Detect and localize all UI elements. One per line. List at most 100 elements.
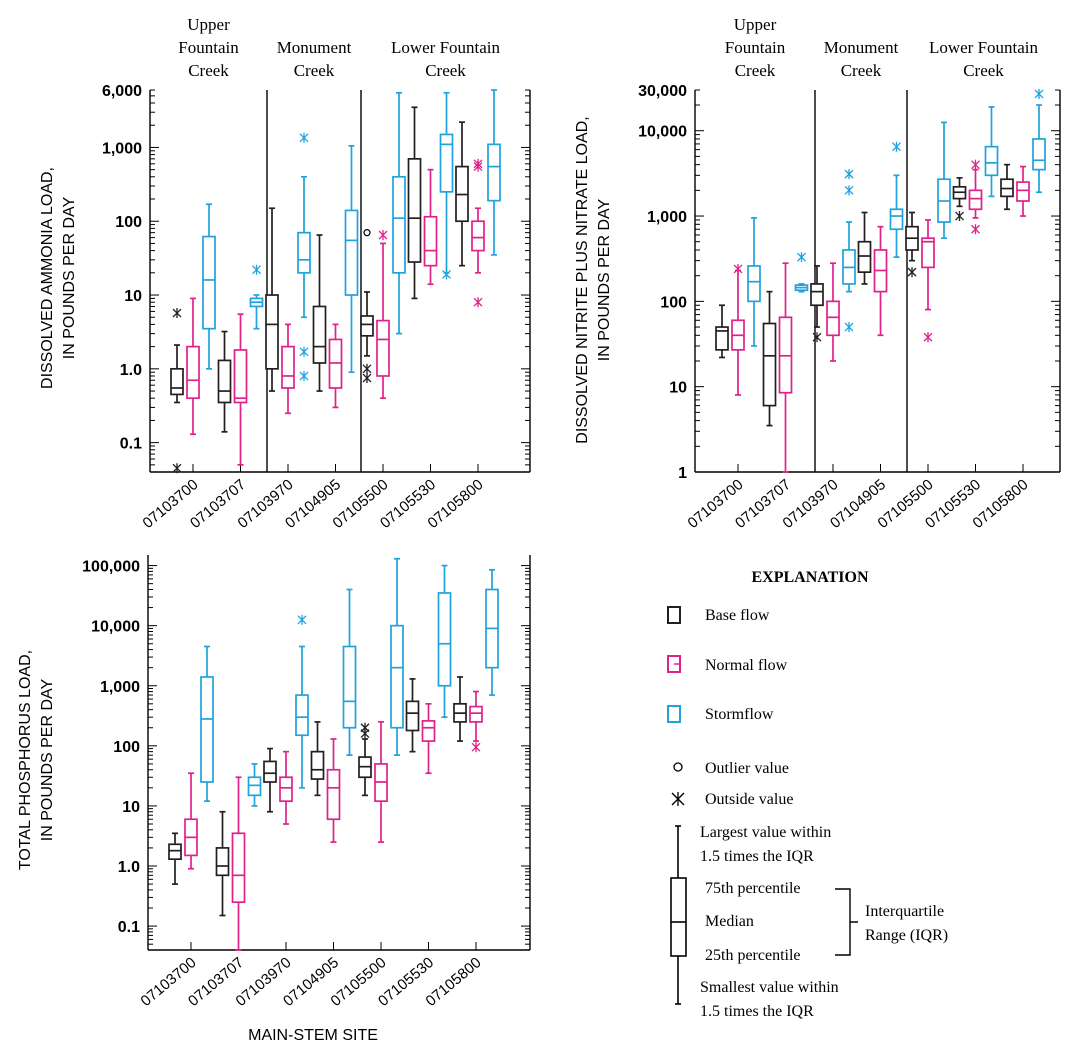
- nitrate-box-07103707-storm: [794, 252, 809, 293]
- nitrate-box-07105800-storm: [1032, 88, 1046, 194]
- outside-value: [844, 169, 854, 180]
- phosphorus-ylabel-line2: IN POUNDS PER DAY: [39, 678, 56, 841]
- outside-value: [473, 297, 483, 308]
- ammonia-y-tick-label: 1,000: [102, 140, 142, 157]
- iqr-box: [921, 237, 935, 269]
- phosphorus-y-tick-label: 1,000: [100, 679, 140, 696]
- phosphorus-ylabel-line1: TOTAL PHOSPHORUS LOAD,: [17, 650, 34, 870]
- iqr-box: [1016, 181, 1030, 202]
- ammonia-box-07105530-normal: [423, 168, 438, 286]
- iqr-box: [857, 240, 872, 273]
- legend-normal-flow: Normal flow: [705, 657, 788, 674]
- ammonia-group-header: Creek: [425, 61, 466, 80]
- nitrate-box-07105530-normal: [968, 159, 983, 235]
- iqr-box: [310, 750, 325, 780]
- nitrate-y-tick-label: 10: [669, 380, 687, 397]
- iqr-box: [200, 676, 214, 783]
- phosphorus-box-07105530-base: [405, 678, 420, 753]
- iqr-box: [312, 305, 327, 364]
- phosphorus-y-tick-label: 10: [122, 799, 140, 816]
- ammonia-y-tick-label: 1.0: [120, 362, 142, 379]
- legend-smallest-line2: 1.5 times the IQR: [700, 1003, 814, 1020]
- nitrate-box-07105500-storm: [937, 121, 951, 240]
- phosphorus-box-07103707-base: [215, 810, 230, 917]
- iqr-box: [263, 760, 277, 783]
- iqr-box: [889, 208, 904, 231]
- iqr-box: [247, 776, 262, 797]
- iqr-box: [747, 265, 761, 303]
- iqr-box: [297, 231, 311, 274]
- nitrate-box-07103970-storm: [842, 169, 856, 333]
- ammonia-y-tick-label: 0.1: [120, 436, 142, 453]
- phosphorus-box-07104905-storm: [342, 588, 357, 756]
- ammonia-group-header: Monument: [277, 38, 352, 57]
- iqr-box: [233, 349, 248, 404]
- nitrate-group-header: Lower Fountain: [929, 38, 1039, 57]
- legend-largest-line2: 1.5 times the IQR: [700, 848, 814, 865]
- phosphorus-box-07105800-normal: [469, 690, 483, 753]
- nitrate-box-07103970-normal: [826, 262, 840, 362]
- ammonia-box-07103700-normal: [186, 297, 200, 436]
- ammonia-box-07104905-normal: [328, 323, 343, 409]
- explanation-title: EXPLANATION: [751, 569, 868, 586]
- iqr-box: [487, 143, 501, 202]
- outside-value: [844, 185, 854, 196]
- phosphorus-y-tick-label: 1.0: [118, 859, 140, 876]
- nitrate-box-07105500-normal: [921, 219, 935, 343]
- iqr-box: [421, 720, 436, 742]
- ammonia-box-07105800-base: [455, 121, 469, 267]
- iqr-box: [469, 705, 483, 723]
- iqr-box: [326, 768, 341, 821]
- nitrate-y-tick-label: 30,000: [638, 83, 687, 100]
- outside-value: [971, 159, 980, 170]
- iqr-box: [984, 145, 999, 177]
- iqr-box: [215, 847, 230, 877]
- nitrate-group-header: Creek: [735, 61, 776, 80]
- phosphorus-box-07103700-normal: [184, 772, 198, 870]
- phosphorus-box-07104905-base: [310, 721, 325, 797]
- outside-symbol: [671, 792, 685, 806]
- legend-stormflow: Stormflow: [705, 706, 774, 723]
- legend-median: Median: [705, 913, 754, 930]
- outside-value: [733, 263, 743, 274]
- legend-base-flow: Base flow: [705, 607, 770, 624]
- nitrate-box-07105530-storm: [984, 106, 999, 198]
- ammonia-box-07103707-normal: [233, 313, 248, 466]
- nitrate-box-07103700-storm: [747, 217, 761, 347]
- iqr-box: [360, 315, 374, 337]
- phosphorus-box-07103700-storm: [200, 645, 214, 803]
- outside-value: [297, 614, 307, 625]
- ammonia-box-07105500-storm: [392, 91, 406, 335]
- nitrate-y-tick-label: 100: [660, 294, 687, 311]
- phosphorus-box-07105500-storm: [390, 557, 404, 756]
- ammonia-group-header: Upper: [187, 15, 230, 34]
- iqr-box: [279, 776, 293, 803]
- ammonia-box-07103970-storm: [297, 132, 311, 381]
- legend-75th-percentile: 75th percentile: [705, 880, 801, 897]
- phosphorus-y-tick-label: 0.1: [118, 919, 140, 936]
- nitrate-group-header: Upper: [734, 15, 777, 34]
- phosphorus-y-tick-label: 100,000: [82, 559, 140, 576]
- explanation-legend: EXPLANATION Base flow Normal flow Stormf…: [667, 569, 948, 1020]
- phosphorus-box-07103970-base: [263, 747, 277, 813]
- iqr-box: [376, 319, 390, 377]
- nitrate-group-header: Fountain: [725, 38, 786, 57]
- nitrate-box-07103700-normal: [731, 263, 745, 396]
- iqr-box: [281, 345, 295, 389]
- ammonia-box-07103970-base: [265, 207, 279, 392]
- iqr-bracket: [835, 888, 858, 956]
- outside-value: [907, 267, 917, 278]
- outside-value: [1034, 88, 1044, 99]
- phosphorus-box-07103707-storm: [247, 763, 262, 807]
- phosphorus-box-07105500-normal: [374, 721, 388, 843]
- outside-value: [923, 332, 933, 343]
- iqr-box: [295, 694, 309, 737]
- iqr-box: [826, 300, 840, 337]
- base-flow-swatch: [667, 606, 681, 624]
- ammonia-box-07105800-normal: [471, 158, 485, 308]
- iqr-box: [170, 367, 184, 396]
- iqr-box: [715, 326, 729, 351]
- outlier-value: [363, 229, 371, 237]
- ammonia-box-07105530-base: [407, 106, 422, 300]
- iqr-box: [762, 322, 777, 407]
